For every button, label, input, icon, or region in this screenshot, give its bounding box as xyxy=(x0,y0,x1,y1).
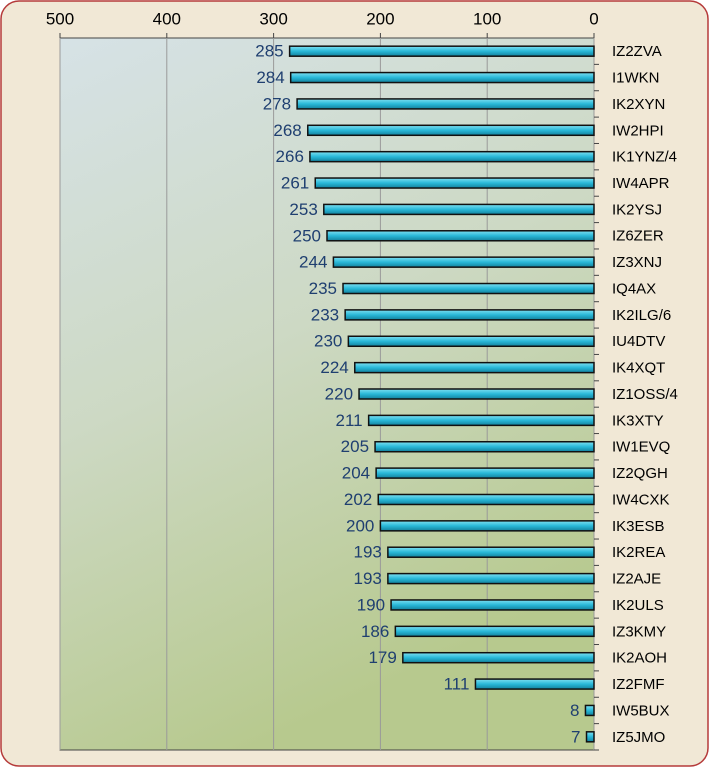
y-tick-label: IW2HPI xyxy=(612,122,664,139)
y-tick-label: IZ3XNJ xyxy=(612,254,662,271)
bar xyxy=(390,599,595,611)
value-label: 111 xyxy=(444,675,470,694)
bar xyxy=(309,150,595,163)
bar xyxy=(314,177,595,189)
y-tick-label: IQ4AX xyxy=(612,280,656,297)
bar xyxy=(323,203,595,216)
value-label: 220 xyxy=(325,384,353,403)
value-label: 278 xyxy=(263,94,291,113)
y-tick-label: IZ2QGH xyxy=(612,465,668,482)
y-tick-label: IZ3KMY xyxy=(612,623,666,640)
bar xyxy=(307,124,595,137)
value-label: 179 xyxy=(368,648,396,667)
x-tick-label: 100 xyxy=(473,9,501,28)
bar xyxy=(288,45,595,57)
y-tick-label: IK2XYN xyxy=(612,96,665,113)
bar xyxy=(296,98,595,110)
y-tick-label: IZ2FMF xyxy=(612,676,665,693)
y-tick-label: IW4APR xyxy=(612,175,670,192)
bar xyxy=(354,361,595,374)
value-label: 235 xyxy=(309,279,337,298)
y-tick-label: IZ6ZER xyxy=(612,228,664,245)
value-label: 233 xyxy=(311,305,339,324)
value-label: 205 xyxy=(341,437,369,456)
x-tick-label: 200 xyxy=(366,9,394,28)
bar xyxy=(344,309,595,321)
bar xyxy=(326,230,595,242)
value-label: 186 xyxy=(361,622,389,641)
bar xyxy=(394,625,595,638)
y-tick-label: IK2AOH xyxy=(612,650,667,667)
y-tick-label: IK2YSJ xyxy=(612,201,662,218)
bar xyxy=(332,256,595,268)
value-label: 7 xyxy=(571,727,580,746)
y-tick-label: IK1YNZ/4 xyxy=(612,149,677,166)
value-label: 266 xyxy=(276,147,304,166)
bar xyxy=(375,467,595,479)
y-tick-label: IZ5JMO xyxy=(612,729,665,746)
y-tick-label: I1WKN xyxy=(612,70,660,87)
value-label: 261 xyxy=(281,174,309,193)
bar xyxy=(402,651,595,664)
value-label: 204 xyxy=(342,464,370,483)
value-label: 268 xyxy=(273,121,301,140)
value-label: 284 xyxy=(256,68,284,87)
value-label: 200 xyxy=(346,516,374,535)
bar xyxy=(347,335,595,348)
bar xyxy=(374,440,595,453)
y-tick-label: IK2REA xyxy=(612,544,665,561)
y-tick-label: IU4DTV xyxy=(612,333,665,350)
value-label: 253 xyxy=(289,200,317,219)
y-tick-label: IK3XTY xyxy=(612,412,664,429)
value-label: 193 xyxy=(354,569,382,588)
bar xyxy=(367,414,595,427)
y-tick-label: IW1EVQ xyxy=(612,439,670,456)
y-tick-label: IK3ESB xyxy=(612,518,665,535)
bar xyxy=(379,520,595,532)
y-tick-label: IZ2AJE xyxy=(612,571,661,588)
y-tick-label: IK2ULS xyxy=(612,597,664,614)
value-label: 202 xyxy=(344,490,372,509)
value-label: 190 xyxy=(357,595,385,614)
bar xyxy=(387,572,595,585)
value-label: 224 xyxy=(320,358,348,377)
x-tick-label: 0 xyxy=(589,9,598,28)
y-tick-label: IK2ILG/6 xyxy=(612,307,671,324)
value-label: 211 xyxy=(336,411,363,430)
x-tick-label: 400 xyxy=(153,9,181,28)
x-tick-label: 500 xyxy=(46,9,74,28)
y-tick-label: IW4CXK xyxy=(612,491,670,508)
bar xyxy=(289,71,595,84)
y-tick-label: IZ1OSS/4 xyxy=(612,386,678,403)
bar xyxy=(387,546,595,558)
value-label: 250 xyxy=(293,226,321,245)
value-label: 193 xyxy=(354,543,382,562)
bar xyxy=(585,731,595,743)
value-label: 230 xyxy=(314,332,342,351)
value-label: 285 xyxy=(255,42,283,61)
y-tick-label: IZ2ZVA xyxy=(612,43,662,60)
bar xyxy=(377,493,595,506)
bar xyxy=(358,388,595,400)
value-label: 8 xyxy=(570,701,579,720)
x-tick-label: 300 xyxy=(259,9,287,28)
bar xyxy=(474,678,595,690)
y-tick-label: IW5BUX xyxy=(612,702,670,719)
bar xyxy=(584,704,595,717)
value-label: 244 xyxy=(299,253,327,272)
bar xyxy=(342,282,595,295)
y-tick-label: IK4XQT xyxy=(612,360,665,377)
